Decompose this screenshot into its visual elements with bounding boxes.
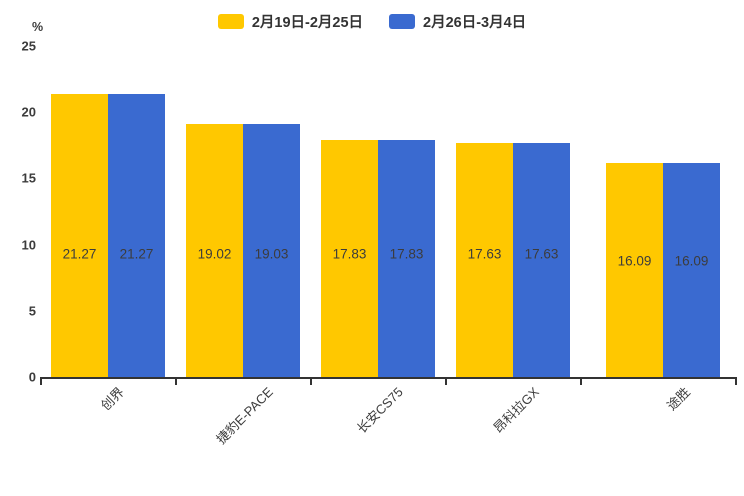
y-tick-label-5: 5 [28,303,36,319]
bar-series-1-cat-1[interactable]: 19.03 [243,124,300,377]
bar-value-series-1-cat-0: 21.27 [119,246,154,262]
legend-swatch-icon-series-1 [389,13,416,29]
legend-item-series-0[interactable]: 2月19日-2月25日 [217,11,364,32]
bar-series-0-cat-3[interactable]: 17.63 [456,143,513,377]
x-axis-tick-0 [175,378,177,385]
bar-value-series-0-cat-3: 17.63 [467,246,502,262]
bar-value-series-1-cat-4: 16.09 [674,253,709,269]
bar-value-series-0-cat-1: 19.02 [197,246,232,262]
y-tick-label-15: 15 [21,170,36,186]
bar-value-series-1-cat-1: 19.03 [254,246,289,262]
chart-legend: 2月19日-2月25日 2月26日-3月4日 [0,10,744,32]
bar-series-0-cat-1[interactable]: 19.02 [186,124,243,377]
y-tick-label-0: 0 [28,369,36,385]
y-axis-tick-labels: 25 20 15 10 5 0 [0,0,36,496]
bar-value-series-1-cat-2: 17.83 [389,246,424,262]
legend-label-series-1: 2月26日-3月4日 [423,14,527,31]
y-tick-label-25: 25 [21,38,36,54]
bar-series-1-cat-4[interactable]: 16.09 [663,163,720,377]
y-axis-unit-label: % [32,20,44,34]
bar-value-series-0-cat-0: 21.27 [62,246,97,262]
x-axis-start-cap [40,377,42,385]
legend-label-series-0: 2月19日-2月25日 [251,14,364,31]
x-axis-tick-2 [445,378,447,385]
bar-series-0-cat-2[interactable]: 17.83 [321,140,378,377]
bar-series-0-cat-4[interactable]: 16.09 [606,163,663,377]
y-tick-label-10: 10 [21,237,36,253]
x-axis-tick-1 [310,378,312,385]
bar-series-1-cat-0[interactable]: 21.27 [108,94,165,377]
bar-value-series-0-cat-2: 17.83 [332,246,367,262]
x-axis-tick-3 [580,378,582,385]
bar-series-1-cat-2[interactable]: 17.83 [378,140,435,377]
bar-value-series-1-cat-3: 17.63 [524,246,559,262]
y-tick-label-20: 20 [21,104,36,120]
legend-item-series-1[interactable]: 2月26日-3月4日 [389,11,526,32]
x-axis-line [40,377,736,379]
bar-value-series-0-cat-4: 16.09 [617,253,652,269]
x-axis-end-cap [735,377,737,385]
legend-swatch-icon-series-0 [217,13,244,29]
bar-series-1-cat-3[interactable]: 17.63 [513,143,570,377]
bar-series-0-cat-0[interactable]: 21.27 [51,94,108,377]
